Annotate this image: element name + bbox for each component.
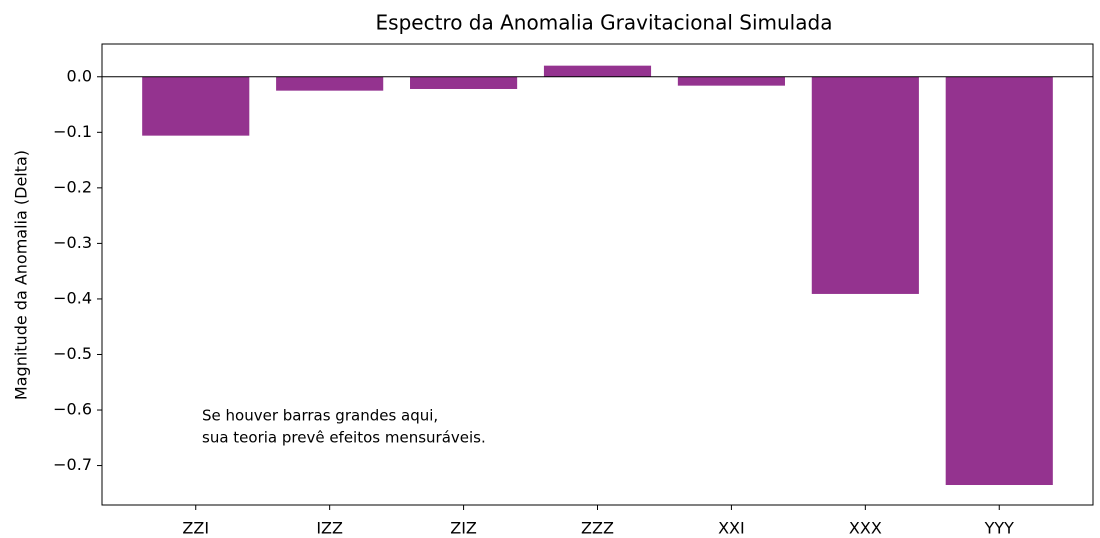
y-tick-label: −0.3 [53,233,92,252]
x-tick-label: YYY [984,519,1015,538]
x-tick-label: ZZI [182,519,209,538]
chart-title: Espectro da Anomalia Gravitacional Simul… [376,11,833,35]
y-axis-label: Magnitude da Anomalia (Delta) [12,150,31,400]
y-tick-label: −0.6 [53,400,92,419]
y-tick-label: −0.2 [53,177,92,196]
x-tick-label: ZZZ [581,519,614,538]
x-tick-label: ZIZ [450,519,477,538]
bar [410,76,518,89]
bar [811,76,919,294]
y-tick-label: −0.4 [53,288,92,307]
y-tick-label: −0.1 [53,122,92,141]
bar [142,76,250,136]
x-tick-label: XXI [718,519,745,538]
bar [677,76,785,86]
y-tick-label: −0.5 [53,344,92,363]
x-tick-label: XXX [849,519,882,538]
y-tick-label: 0.0 [67,66,92,85]
bar [276,76,384,91]
x-tick-label: IZZ [316,519,343,538]
bar [543,65,652,77]
y-tick-label: −0.7 [53,455,92,474]
bar [945,76,1053,486]
annotation: sua teoria prevê efeitos mensuráveis. [202,429,486,447]
plot-frame [101,43,1094,506]
annotation: Se houver barras grandes aqui, [202,407,438,425]
